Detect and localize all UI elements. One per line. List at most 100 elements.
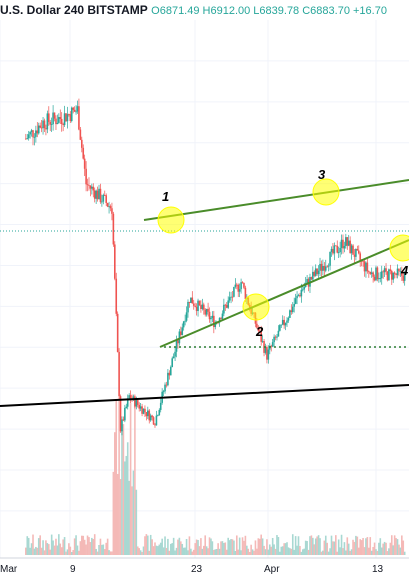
volume-bar [111,551,113,555]
candle-body [79,129,82,140]
candle-body [221,313,224,320]
candle-body [283,319,285,326]
volume-bar [164,536,166,555]
candle-body [363,261,366,272]
volume-bar [398,544,400,555]
candle-body [343,245,346,249]
candle-body [168,372,171,376]
point-label-1: 1 [162,189,169,204]
volume-bar [132,470,135,555]
candle-body [65,113,67,122]
candle-body [37,125,40,134]
volume-bar [330,535,333,555]
volume-bar [35,546,37,555]
volume-bar [83,539,86,555]
candle-body [59,117,62,119]
volume-bar [230,539,232,555]
candle-body [293,303,295,307]
candle-body [108,206,110,207]
volume-bar [297,536,300,555]
candle-body [60,118,63,124]
volume-bar [53,545,56,555]
candle-body [385,268,387,272]
candle-body [154,424,156,426]
volume-bar [169,543,172,555]
candle-body [118,351,120,397]
candle-body [141,406,143,414]
volume-bar [380,547,383,555]
volume-bar [372,546,374,555]
volume-bar [134,397,136,555]
candle-body [332,248,334,254]
candle-body [389,269,392,271]
candle-body [109,206,112,209]
volume-bar [266,539,268,555]
volume-bar [392,545,395,555]
candle-body [340,239,343,248]
candle-body [76,106,79,112]
candle-body [149,415,152,421]
volume-bar [240,550,242,555]
candle-body [151,415,153,418]
volume-bar [310,535,313,555]
volume-bar [279,551,281,555]
volume-bar [55,538,57,555]
candle-body [402,275,405,281]
candle-body [299,295,301,297]
volume-bar [290,548,293,555]
volume-bar [375,549,377,555]
volume-bar [339,547,341,555]
volume-bar [165,547,168,555]
candle-body [165,384,168,386]
candle-body [357,250,360,254]
volume-bar [76,545,79,555]
volume-bar [312,537,314,555]
volume-bar [178,537,181,555]
candle-body [277,330,280,337]
volume-bar [383,541,386,555]
volume-bar [402,540,405,555]
volume-bar [26,536,29,555]
candle-body [225,305,228,308]
candle-body [152,417,155,425]
candle-body [33,136,36,138]
volume-bar [280,546,283,555]
candle-body [81,139,83,148]
upper-trendline [143,179,409,221]
volume-bar [32,534,34,555]
candle-body [201,304,204,310]
point-label-3: 3 [318,167,326,182]
candle-body [128,395,130,399]
volume-bar [161,538,163,555]
volume-bar [102,544,105,555]
volume-bar [360,540,363,555]
candle-body [284,322,287,326]
volume-bar [244,535,247,555]
volume-bar [136,546,139,555]
candle-body [187,301,189,313]
candle-body [369,271,372,274]
volume-bar [91,537,93,555]
volume-bar [73,538,76,555]
candle-body [218,317,221,323]
candle-body [392,272,395,280]
volume-bar [324,535,327,555]
candle-body [234,284,237,287]
volume-bar [99,538,102,555]
symbol-header: U.S. Dollar 240 BITSTAMP O6871.49 H6912.… [0,2,409,18]
candle-body [88,185,90,186]
candle-body [124,408,126,421]
volume-bar [353,541,356,555]
candle-body [58,117,60,123]
volume-bar [52,540,54,555]
candle-body [380,271,383,279]
candle-body [398,268,400,272]
volume-bar [248,551,251,555]
volume-bar [195,539,198,555]
candle-body [274,336,277,338]
volume-bar [293,549,295,555]
candle-body [399,271,402,272]
volume-bar [89,542,92,555]
volume-bar [320,551,323,555]
